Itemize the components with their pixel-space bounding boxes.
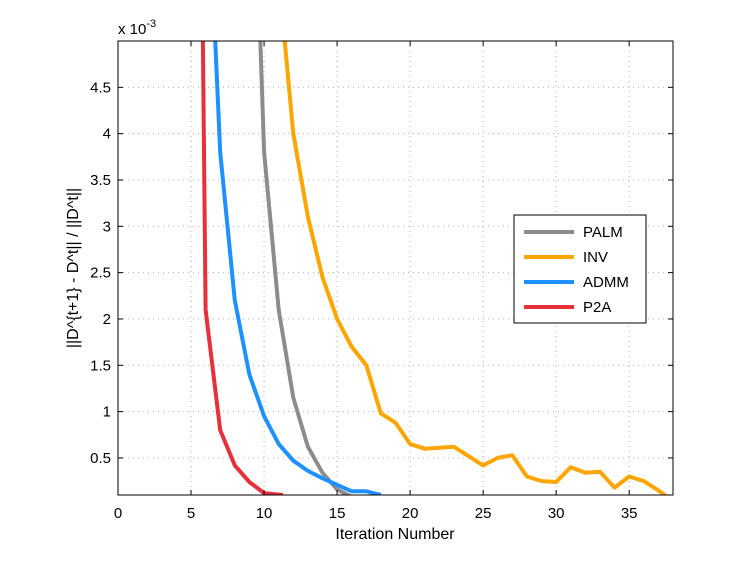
y-tick-label: 1	[103, 404, 111, 421]
y-multiplier-exponent: -3	[146, 18, 156, 30]
y-tick-label: 1.5	[90, 357, 111, 374]
y-tick-label: 3	[103, 218, 111, 235]
y-tick-labels: 0.5 1 1.5 2 2.5 3 3.5 4 4.5	[90, 79, 111, 467]
series-layer	[200, 41, 668, 495]
legend-label-palm: PALM	[583, 224, 623, 241]
x-axis-label: Iteration Number	[335, 526, 455, 543]
y-tick-label: 4.5	[90, 79, 111, 96]
series-line-palm	[258, 41, 353, 495]
x-tick-labels: 0 5 10 15 20 25 30 35	[114, 505, 638, 522]
x-tick-label: 0	[114, 505, 122, 522]
ticks	[117, 41, 673, 495]
y-tick-label: 4	[103, 126, 111, 143]
x-tick-label: 5	[187, 505, 195, 522]
y-tick-label: 2.5	[90, 265, 111, 282]
y-tick-label: 2	[103, 311, 111, 328]
x-tick-label: 10	[256, 505, 273, 522]
y-axis-label: ||D^{t+1} - D^t|| / ||D^t||	[65, 188, 82, 348]
series-line-inv	[282, 41, 668, 495]
legend-label-admm: ADMM	[583, 274, 629, 291]
plot-frame	[117, 40, 674, 496]
y-multiplier: x 10-3	[118, 18, 156, 38]
y-tick-label: 0.5	[90, 450, 111, 467]
x-tick-label: 35	[621, 505, 638, 522]
series-line-admm	[213, 41, 382, 495]
x-tick-label: 30	[548, 505, 565, 522]
y-tick-label: 3.5	[90, 172, 111, 189]
x-tick-label: 20	[402, 505, 419, 522]
legend-label-p2a: P2A	[583, 299, 611, 316]
legend: PALM INV ADMM P2A	[513, 214, 647, 324]
legend-label-inv: INV	[583, 249, 608, 266]
x-tick-label: 15	[329, 505, 346, 522]
x-tick-label: 25	[475, 505, 492, 522]
